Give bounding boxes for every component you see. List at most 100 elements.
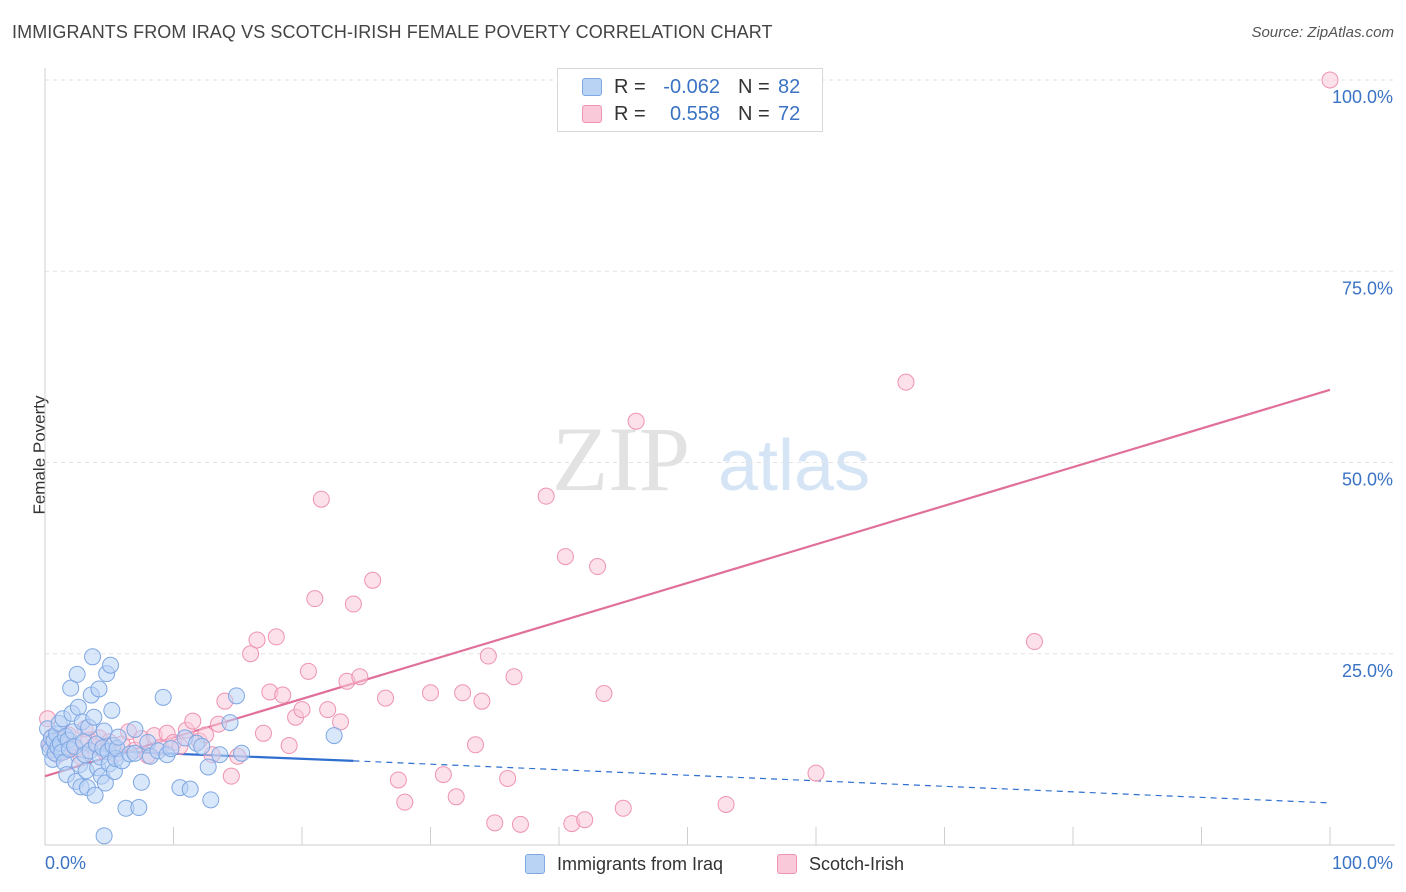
scotch-irish-point xyxy=(364,571,382,589)
scotch-irish-point xyxy=(717,795,735,813)
x-tick-label-end: 100.0% xyxy=(1332,853,1393,873)
iraq-point xyxy=(62,679,80,697)
iraq-point xyxy=(132,773,150,791)
y-tick-label: 50.0% xyxy=(1342,470,1393,490)
iraq-point xyxy=(95,722,113,740)
scotch-irish-point xyxy=(267,628,285,646)
iraq-point xyxy=(103,701,121,719)
scotch-irish-point xyxy=(1321,71,1339,89)
iraq-point xyxy=(233,744,251,762)
iraq-point xyxy=(109,728,127,746)
legend-n-label: N = xyxy=(738,102,770,125)
scotch-irish-point xyxy=(505,668,523,686)
scotch-irish-point xyxy=(293,701,311,719)
scotch-irish-point xyxy=(248,631,266,649)
legend-row-scotch-irish: R = 0.558 N = 72 xyxy=(582,102,800,126)
iraq-point xyxy=(227,687,245,705)
iraq-point xyxy=(95,827,113,845)
bottom-legend-swatch-pink xyxy=(777,854,797,874)
legend-n-label: N = xyxy=(738,75,770,98)
scotch-irish-point xyxy=(807,764,825,782)
iraq-point xyxy=(102,656,120,674)
scotch-irish-point xyxy=(351,668,369,686)
legend-swatch-pink xyxy=(582,105,602,123)
scotch-irish-trend-line xyxy=(44,388,1331,778)
iraq-trend-line-dashed xyxy=(353,760,1331,804)
legend-n-value: 72 xyxy=(778,102,801,125)
scotch-irish-point xyxy=(306,590,324,608)
scotch-irish-point xyxy=(499,769,517,787)
scotch-irish-point xyxy=(627,412,645,430)
scotch-irish-point xyxy=(434,766,452,784)
scotch-irish-point xyxy=(396,793,414,811)
iraq-point xyxy=(86,786,104,804)
scotch-irish-point xyxy=(473,692,491,710)
watermark-atlas: atlas xyxy=(718,426,870,506)
legend-r-label: R = xyxy=(614,75,646,98)
scotch-irish-point xyxy=(254,724,272,742)
scotch-irish-point xyxy=(422,684,439,702)
iraq-point xyxy=(85,708,103,726)
legend-row-iraq: R = -0.062 N = 82 xyxy=(582,75,800,99)
scotch-irish-point xyxy=(537,487,555,505)
legend-r-label: R = xyxy=(614,102,646,125)
iraq-point xyxy=(325,727,343,745)
scotch-irish-point xyxy=(576,811,594,829)
iraq-point xyxy=(154,688,172,706)
scotch-irish-point xyxy=(595,685,613,703)
iraq-point xyxy=(199,758,217,776)
scotch-irish-point xyxy=(466,736,484,754)
watermark: ZIP atlas xyxy=(552,408,870,510)
iraq-point xyxy=(126,720,144,738)
scotch-irish-point xyxy=(389,771,407,789)
scotch-irish-point xyxy=(511,815,529,833)
scotch-irish-point xyxy=(486,814,504,832)
bottom-legend-scotch-irish: Scotch-Irish xyxy=(777,852,904,876)
iraq-point xyxy=(90,680,108,698)
iraq-point xyxy=(181,780,199,798)
grid xyxy=(45,79,1395,655)
scotch-irish-point xyxy=(589,558,607,576)
scotch-irish-point xyxy=(377,689,395,707)
iraq-point xyxy=(84,648,102,666)
iraq-point xyxy=(211,746,229,764)
scotch-irish-point xyxy=(222,767,240,785)
data-points xyxy=(39,71,1339,845)
bottom-legend-iraq: Immigrants from Iraq xyxy=(525,852,723,876)
scotch-irish-point xyxy=(1025,633,1043,651)
scotch-irish-point xyxy=(319,701,337,719)
scotch-irish-point xyxy=(280,737,298,755)
iraq-point xyxy=(69,698,87,716)
stats-legend: R = -0.062 N = 82 R = 0.558 N = 72 xyxy=(557,68,823,132)
scotch-irish-point xyxy=(556,548,574,566)
bottom-legend-swatch-blue xyxy=(525,854,545,874)
x-tick-label-start: 0.0% xyxy=(45,853,86,873)
y-tick-label: 75.0% xyxy=(1342,278,1393,298)
iraq-point xyxy=(202,791,220,809)
chart-title: IMMIGRANTS FROM IRAQ VS SCOTCH-IRISH FEM… xyxy=(12,22,773,42)
iraq-point xyxy=(221,714,239,732)
source-label: Source: ZipAtlas.com xyxy=(1251,24,1394,41)
tick-labels: 25.0% 50.0% 75.0% 100.0% 0.0% 100.0% xyxy=(45,87,1393,873)
scotch-irish-point xyxy=(312,490,330,508)
iraq-point xyxy=(126,744,144,762)
iraq-point xyxy=(130,799,148,817)
bottom-legend-label: Immigrants from Iraq xyxy=(557,853,724,874)
scotch-irish-point xyxy=(344,595,362,613)
scotch-irish-point xyxy=(274,686,292,704)
legend-r-value: -0.062 xyxy=(663,75,720,98)
scotch-irish-point xyxy=(897,373,915,391)
legend-r-value: 0.558 xyxy=(669,102,720,125)
iraq-point xyxy=(68,665,86,683)
scotch-irish-point xyxy=(332,713,350,731)
iraq-point xyxy=(96,774,114,792)
scotch-irish-point xyxy=(447,788,465,806)
iraq-point xyxy=(193,737,211,755)
scotch-irish-point xyxy=(299,662,317,680)
scotch-irish-point xyxy=(184,712,202,730)
scotch-irish-point xyxy=(479,647,497,665)
scotch-irish-point xyxy=(614,799,632,817)
iraq-point xyxy=(162,740,180,758)
y-tick-label: 100.0% xyxy=(1332,87,1393,107)
